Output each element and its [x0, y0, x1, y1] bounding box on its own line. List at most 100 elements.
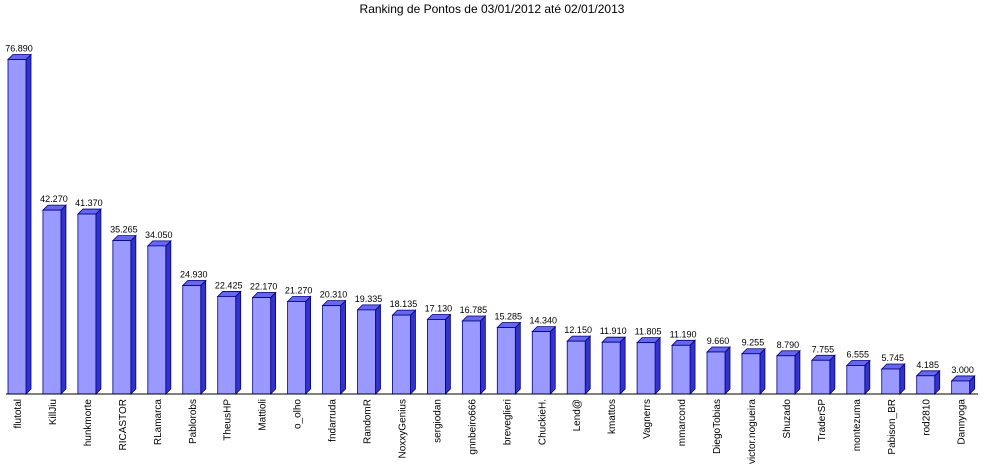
bar	[426, 313, 452, 395]
category-label: sergiodan	[432, 399, 443, 443]
bar	[76, 208, 102, 395]
category-label: victor.nogueira	[747, 399, 758, 464]
category-label: kmattos	[607, 399, 618, 434]
bar-front	[916, 375, 936, 395]
bar-front	[252, 297, 272, 395]
value-label: 24.930	[180, 270, 208, 280]
bar-side	[410, 309, 416, 395]
bar-side	[829, 354, 836, 395]
bar-side	[235, 290, 242, 395]
bar-front	[951, 380, 971, 395]
bar-front	[287, 301, 307, 395]
category-labels-group: flutotal KillJiu hunkmorte RICASTOR RLamarca…	[13, 399, 968, 464]
bar-front	[776, 355, 796, 395]
value-label: 76.890	[5, 44, 33, 54]
bar-side	[270, 291, 277, 395]
value-label: 21.270	[285, 285, 313, 295]
category-label: NoxxyGenius	[397, 399, 408, 458]
value-label: 22.170	[250, 282, 278, 292]
value-label: 4.185	[916, 360, 939, 370]
value-label: 3.000	[951, 365, 974, 375]
bar-side	[584, 335, 591, 395]
category-label: hunkmorte	[83, 399, 94, 447]
bar-side	[25, 53, 32, 395]
category-label: o_olho	[293, 399, 304, 429]
bar-side	[619, 336, 626, 395]
bar-front	[881, 368, 901, 395]
bar-front	[706, 351, 726, 395]
value-label: 18.135	[390, 299, 418, 309]
bar	[286, 295, 312, 395]
bar-front	[147, 245, 167, 395]
bar	[216, 290, 242, 395]
category-label: RICASTOR	[118, 399, 129, 451]
bar-front	[357, 309, 376, 395]
category-label: rod2810	[922, 399, 933, 436]
bar-side	[549, 325, 556, 395]
bar	[391, 309, 417, 395]
bar-front	[846, 365, 866, 395]
bar-front	[496, 327, 516, 395]
bar-side	[165, 239, 172, 395]
bar	[111, 234, 137, 395]
bar	[601, 336, 627, 395]
value-label: 17.130	[425, 303, 453, 313]
value-label: 5.745	[881, 353, 904, 363]
bar	[41, 204, 67, 395]
value-label: 9.255	[742, 338, 765, 348]
bar-side	[724, 346, 731, 395]
category-label: TraderSP	[817, 399, 828, 442]
bar	[461, 315, 487, 395]
category-label: Vagnerrs	[642, 399, 653, 439]
value-label: 19.335	[355, 294, 383, 304]
bar	[810, 354, 836, 395]
value-label: 22.425	[215, 280, 243, 290]
value-label: 42.270	[40, 194, 68, 204]
bar	[740, 347, 766, 395]
bar-side	[200, 279, 207, 395]
category-label: fndarruda	[328, 399, 339, 442]
bar-front	[322, 305, 341, 395]
category-label: RLamarca	[153, 399, 164, 446]
bar-side	[479, 315, 486, 395]
bar	[845, 359, 871, 395]
value-labels-group: 76.890 42.270 41.370 35.265 34.050 24.930 22.4…	[5, 44, 974, 375]
bar	[496, 321, 522, 395]
category-label: flutotal	[13, 399, 24, 428]
value-label: 35.265	[110, 225, 138, 235]
value-label: 34.050	[145, 230, 173, 240]
bar	[321, 299, 347, 395]
category-label: Pabison_BR	[887, 399, 898, 455]
bar-front	[42, 209, 62, 395]
value-label: 8.790	[777, 340, 800, 350]
value-label: 14.340	[529, 316, 557, 326]
bar-front	[7, 59, 27, 395]
bar-side	[305, 295, 312, 395]
bar-front	[392, 314, 411, 395]
category-label: RandomR	[363, 399, 374, 444]
bar-side	[864, 359, 871, 395]
bar-front	[461, 320, 481, 395]
category-label: DiegoTobias	[712, 399, 723, 454]
value-label: 6.555	[847, 349, 870, 359]
bar-side	[340, 299, 346, 395]
bar-front	[741, 353, 761, 395]
bar-side	[375, 303, 381, 395]
category-label: Pablorobs	[188, 399, 199, 444]
category-label: gnnbeiro666	[467, 399, 478, 455]
bar-side	[514, 321, 521, 395]
value-label: 11.910	[600, 326, 627, 336]
bar	[950, 374, 976, 395]
bar-front	[811, 359, 831, 395]
bar	[566, 335, 592, 395]
bar	[356, 303, 382, 395]
category-label: montezuma	[852, 399, 863, 452]
value-label: 7.755	[812, 344, 835, 354]
bar-front	[531, 331, 551, 395]
bar-front	[566, 340, 586, 395]
bar	[706, 346, 731, 395]
bar-side	[95, 208, 102, 395]
bar-side	[689, 339, 696, 395]
bar-front	[182, 285, 202, 395]
bar	[7, 53, 32, 395]
